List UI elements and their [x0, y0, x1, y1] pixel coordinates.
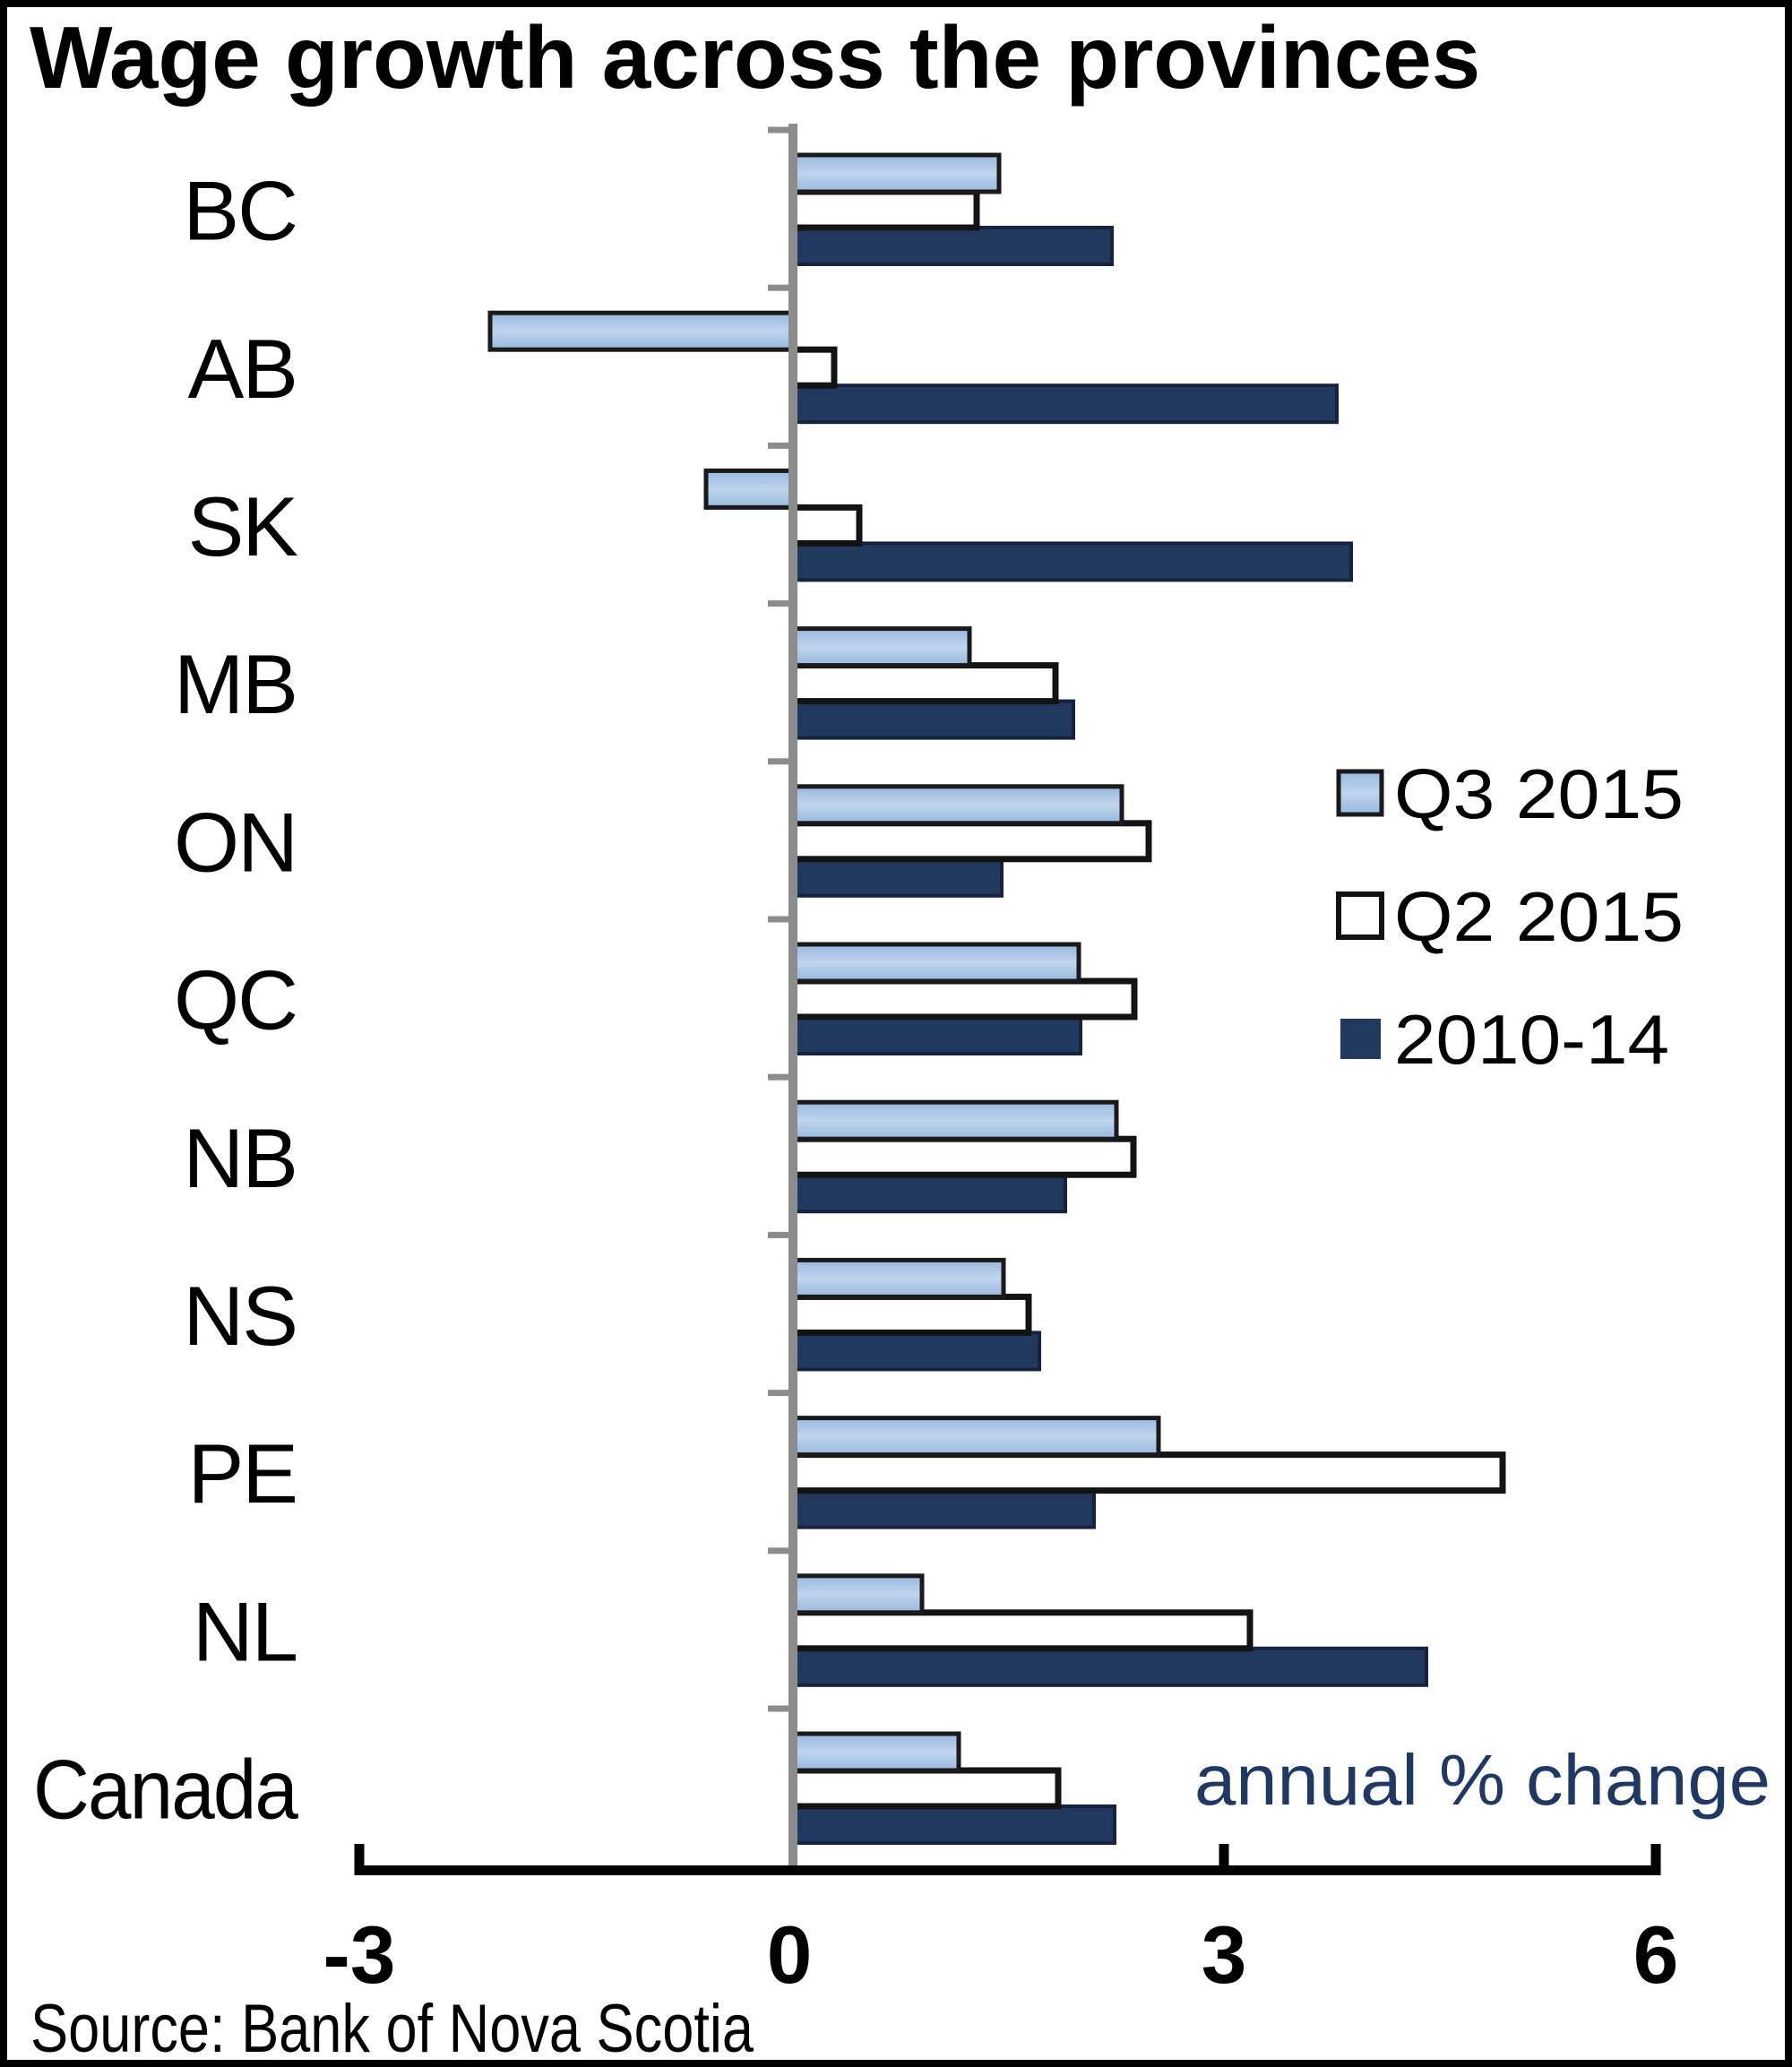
- svg-text:MB: MB: [174, 637, 297, 731]
- svg-text:NB: NB: [183, 1111, 297, 1205]
- svg-text:QC: QC: [174, 953, 297, 1047]
- svg-text:annual % change: annual % change: [1194, 1740, 1770, 1820]
- svg-text:6: 6: [1633, 1910, 1679, 2001]
- svg-text:Canada: Canada: [33, 1743, 299, 1837]
- svg-text:BC: BC: [183, 164, 297, 258]
- svg-text:2010-14: 2010-14: [1394, 1000, 1669, 1079]
- svg-text:Source: Bank of Nova Scotia: Source: Bank of Nova Scotia: [30, 1991, 754, 2067]
- svg-text:PE: PE: [188, 1426, 297, 1520]
- svg-text:3: 3: [1202, 1910, 1247, 2001]
- svg-text:NL: NL: [193, 1584, 297, 1678]
- svg-text:Q2 2015: Q2 2015: [1394, 877, 1684, 956]
- svg-text:-3: -3: [323, 1910, 396, 2001]
- svg-text:Q3 2015: Q3 2015: [1394, 754, 1684, 833]
- svg-text:NS: NS: [183, 1269, 297, 1363]
- svg-text:AB: AB: [188, 322, 297, 416]
- svg-text:ON: ON: [174, 795, 297, 889]
- svg-text:0: 0: [767, 1910, 813, 2001]
- svg-text:SK: SK: [188, 479, 298, 573]
- svg-text:Wage growth across the provinc: Wage growth across the provinces: [30, 8, 1480, 107]
